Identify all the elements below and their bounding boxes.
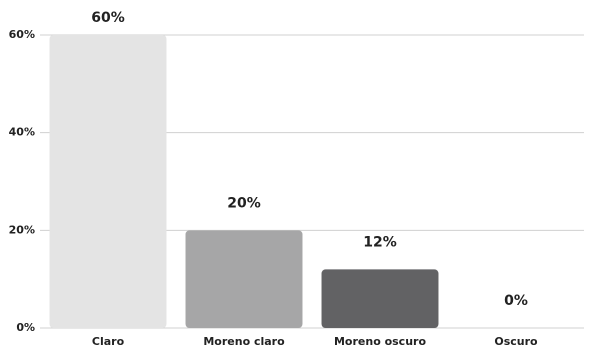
bar xyxy=(185,230,303,328)
value-label: 0% xyxy=(504,293,528,309)
x-tick-label: Oscuro xyxy=(494,335,538,348)
x-tick-label: Moreno oscuro xyxy=(334,335,426,348)
x-tick-label: Claro xyxy=(92,335,125,348)
y-tick-label: 60% xyxy=(9,28,35,41)
x-tick-label: Moreno claro xyxy=(203,335,285,348)
bar xyxy=(321,269,439,328)
bar xyxy=(49,35,167,328)
y-tick-label: 20% xyxy=(9,223,35,236)
value-label: 12% xyxy=(363,234,397,250)
value-label: 20% xyxy=(227,195,261,211)
y-tick-label: 40% xyxy=(9,126,35,139)
y-tick-label: 0% xyxy=(16,321,35,334)
value-label: 60% xyxy=(91,10,125,26)
